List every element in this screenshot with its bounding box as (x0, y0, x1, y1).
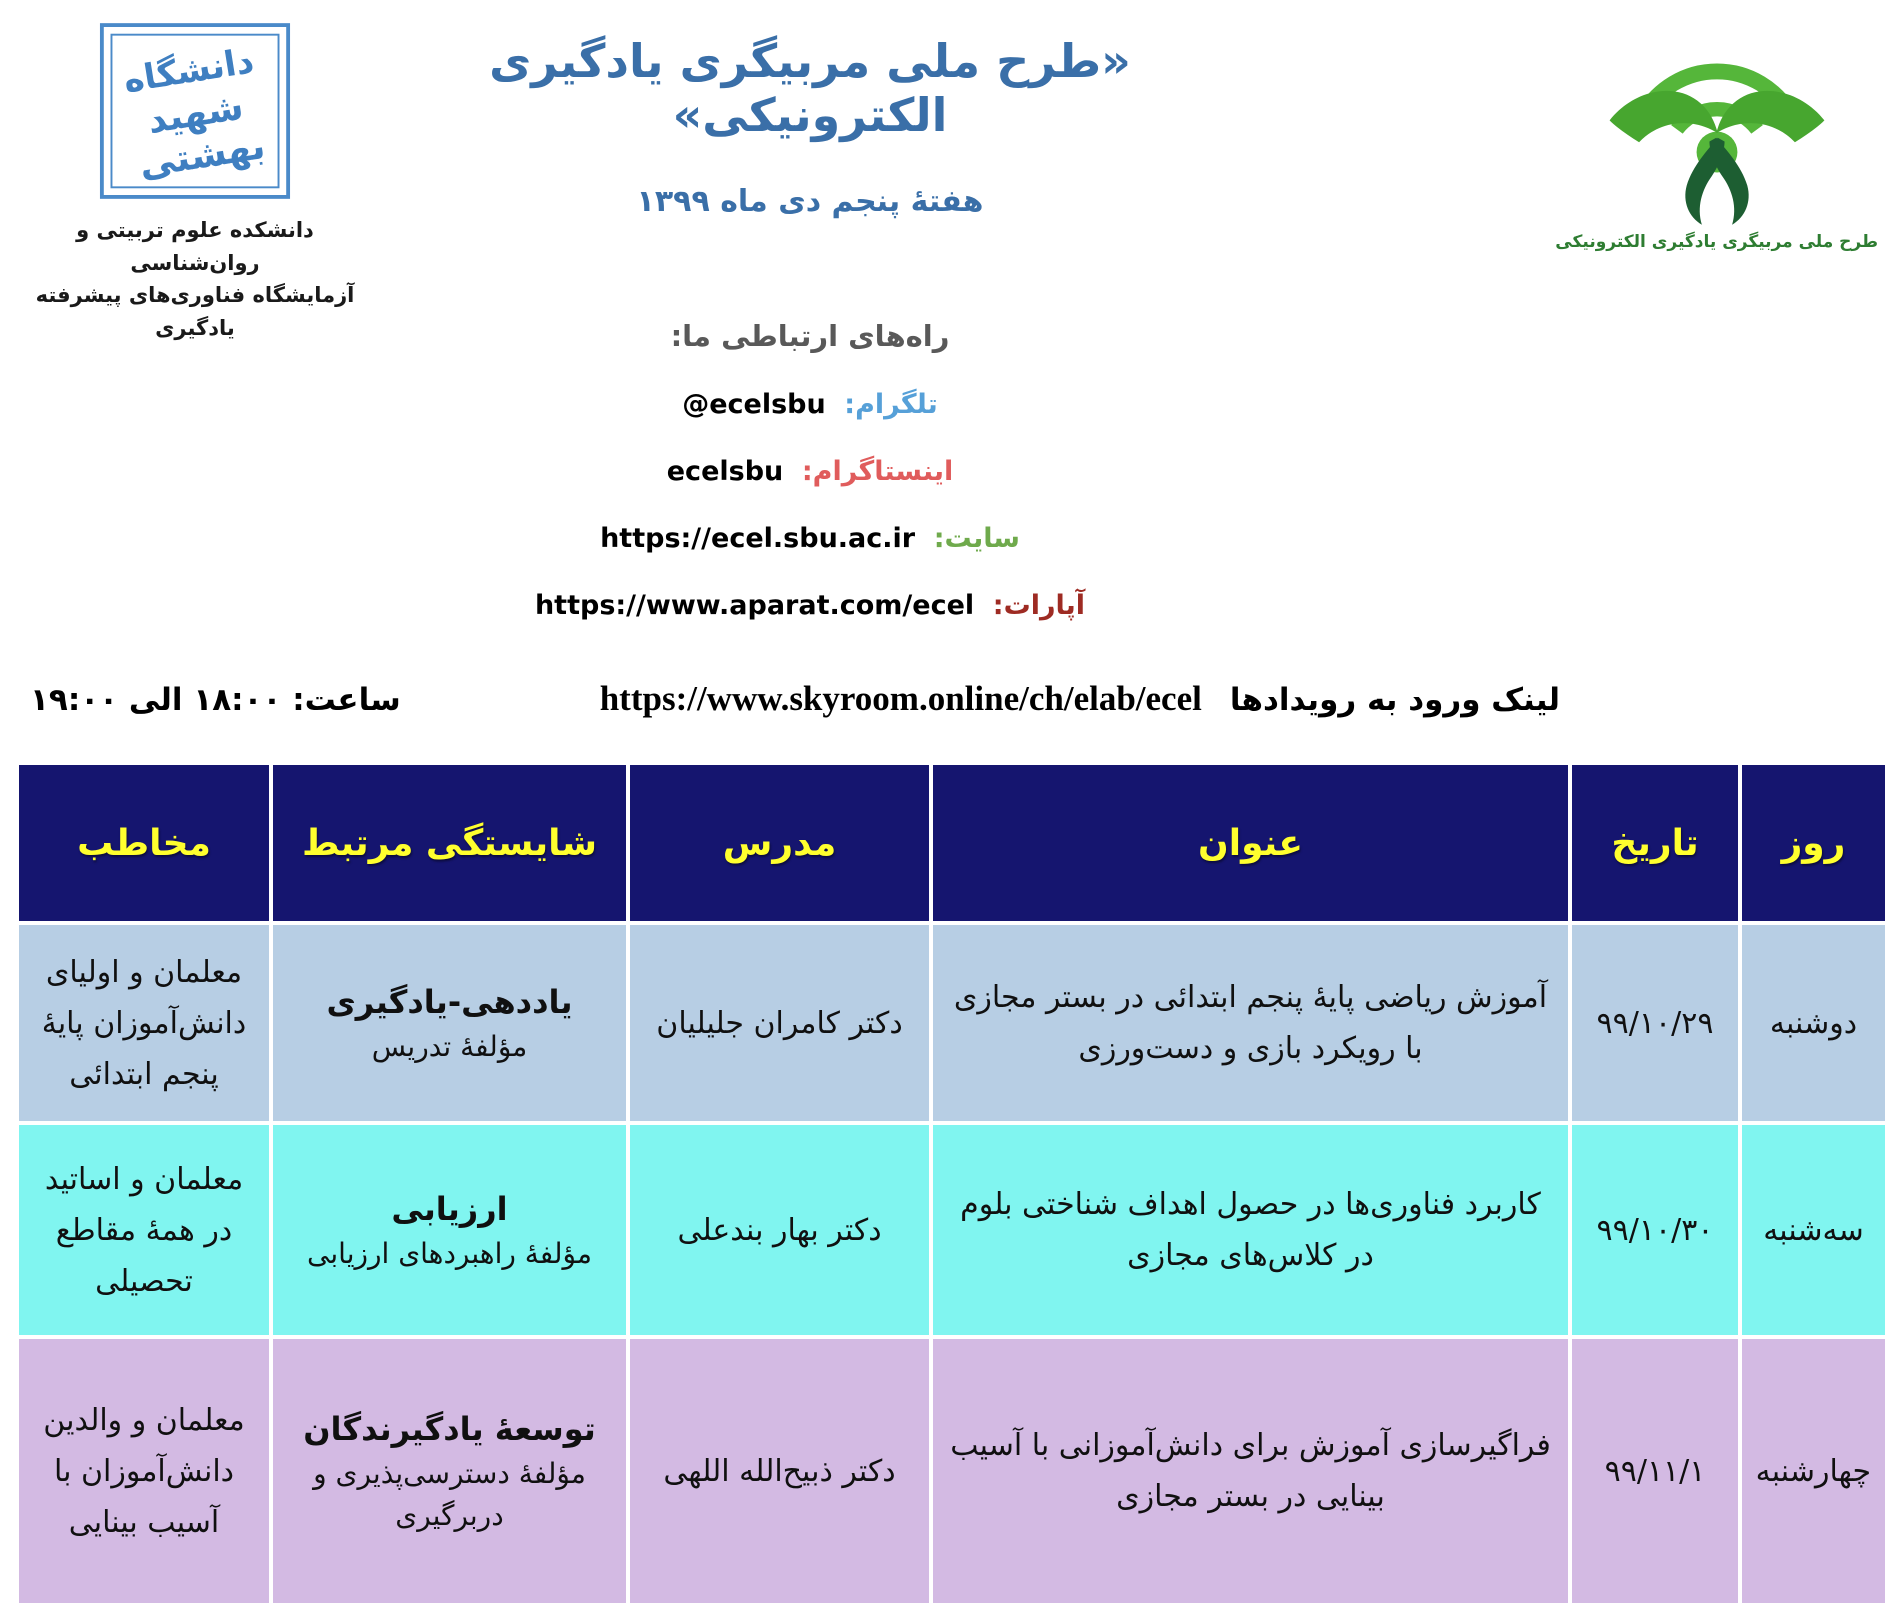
competency-name: توسعهٔ یادگیرندگان (303, 1410, 596, 1448)
telegram-handle: @ecelsbu (682, 389, 826, 420)
center-block: «طرح ملی مربیگری یادگیری الکترونیکی» هفت… (370, 22, 1250, 621)
faculty-name: دانشکده علوم تربیتی و روان‌شناسی (76, 218, 314, 275)
competency-component: مؤلفهٔ دسترسی‌پذیری و دربرگیری (313, 1457, 586, 1532)
contact-line-website: سایت: https://ecel.sbu.ac.ir (370, 523, 1250, 554)
col-header-day: روز (1738, 761, 1889, 925)
telegram-label: تلگرام: (844, 389, 938, 420)
page-title: «طرح ملی مربیگری یادگیری الکترونیکی» (489, 34, 1131, 142)
aparat-label: آپارات: (992, 590, 1086, 621)
event-access-row: لینک ورود به رویدادها https://www.skyroo… (0, 679, 1900, 719)
cell-title: کاربرد فناوری‌ها در حصول اهداف شناختی بل… (929, 1121, 1572, 1339)
header-section: دانشگاه شهید بهشتی دانشکده علوم تربیتی و… (0, 0, 1900, 621)
cell-title: آموزش ریاضی پایهٔ پنجم ابتدائی در بستر م… (929, 921, 1572, 1125)
cell-audience: معلمان و اساتید در همهٔ مقاطع تحصیلی (15, 1121, 273, 1339)
plan-logo (1609, 63, 1825, 225)
competency-name: یاددهی-یادگیری (326, 983, 573, 1021)
event-link-label: لینک ورود به رویدادها (1229, 682, 1560, 718)
schedule-table: روز تاریخ عنوان مدرس شایستگی مرتبط مخاطب… (15, 761, 1889, 1607)
cell-title: فراگیرسازی آموزش برای دانش‌آموزانی با آس… (929, 1335, 1572, 1607)
cell-instructor: دکتر کامران جلیلیان (626, 921, 933, 1125)
cell-day: سه‌شنبه (1738, 1121, 1889, 1339)
contact-line-instagram: اینستاگرام: ecelsbu (370, 456, 1250, 487)
instagram-label: اینستاگرام: (801, 456, 954, 487)
aparat-url: https://www.aparat.com/ecel (534, 590, 975, 621)
table-header-row: روز تاریخ عنوان مدرس شایستگی مرتبط مخاطب (15, 761, 1889, 925)
left-arm-shape (1609, 90, 1718, 143)
table-row-wednesday: چهارشنبه ۹۹/۱۱/۱ فراگیرسازی آموزش برای د… (15, 1335, 1889, 1607)
cell-date: ۹۹/۱۰/۳۰ (1568, 1121, 1742, 1339)
university-block: دانشگاه شهید بهشتی دانشکده علوم تربیتی و… (20, 22, 370, 344)
instagram-handle: ecelsbu (666, 456, 784, 487)
page-subtitle: هفتهٔ پنجم دی ماه ۱۳۹۹ (636, 184, 984, 219)
cell-date: ۹۹/۱۰/۲۹ (1568, 921, 1742, 1125)
contact-line-telegram: تلگرام: @ecelsbu (370, 389, 1250, 420)
contact-line-aparat: آپارات: https://www.aparat.com/ecel (370, 590, 1250, 621)
schedule-section: روز تاریخ عنوان مدرس شایستگی مرتبط مخاطب… (15, 761, 1889, 1607)
website-label: سایت: (933, 523, 1020, 554)
col-header-audience: مخاطب (15, 761, 273, 925)
right-hand-shape (1709, 137, 1749, 225)
event-link-url: https://www.skyroom.online/ch/elab/ecel (599, 679, 1202, 718)
website-url: https://ecel.sbu.ac.ir (600, 523, 916, 554)
event-link-group: لینک ورود به رویدادها https://www.skyroo… (600, 679, 1560, 719)
cell-audience: معلمان و والدین دانش‌آموزان با آسیب بینا… (15, 1335, 273, 1607)
plan-logo-block: طرح ملی مربیگری یادگیری الکترونیکی (1250, 22, 1888, 252)
table-row-tuesday: سه‌شنبه ۹۹/۱۰/۳۰ کاربرد فناوری‌ها در حصو… (15, 1121, 1889, 1339)
cell-day: چهارشنبه (1738, 1335, 1889, 1607)
col-header-title: عنوان (929, 761, 1572, 925)
col-header-date: تاریخ (1568, 761, 1742, 925)
university-logo: دانشگاه شهید بهشتی (99, 23, 291, 199)
col-header-competency: شایستگی مرتبط (269, 761, 630, 925)
cell-audience: معلمان و اولیای دانش‌آموزان پایهٔ پنجم ا… (15, 921, 273, 1125)
cell-instructor: دکتر ذبیح‌الله اللهی (626, 1335, 933, 1607)
cell-competency: ارزیابی مؤلفهٔ راهبردهای ارزیابی (269, 1121, 630, 1339)
right-arm-shape (1715, 90, 1825, 143)
cell-day: دوشنبه (1738, 921, 1889, 1125)
competency-name: ارزیابی (391, 1190, 508, 1228)
contact-section: راه‌های ارتباطی ما: تلگرام: @ecelsbu این… (370, 319, 1250, 621)
cell-date: ۹۹/۱۱/۱ (1568, 1335, 1742, 1607)
university-captions: دانشکده علوم تربیتی و روان‌شناسی آزمایشگ… (20, 214, 370, 344)
plan-logo-caption: طرح ملی مربیگری یادگیری الکترونیکی (1555, 232, 1878, 252)
cell-competency: توسعهٔ یادگیرندگان مؤلفهٔ دسترسی‌پذیری و… (269, 1335, 630, 1607)
lab-name: آزمایشگاه فناوری‌های پیشرفته یادگیری (35, 283, 355, 340)
competency-component: مؤلفهٔ راهبردهای ارزیابی (307, 1237, 592, 1270)
event-time: ساعت: ۱۸:۰۰ الی ۱۹:۰۰ (30, 682, 401, 718)
cell-competency: یاددهی-یادگیری مؤلفهٔ تدریس (269, 921, 630, 1125)
contact-heading: راه‌های ارتباطی ما: (670, 319, 950, 353)
cell-instructor: دکتر بهار بندعلی (626, 1121, 933, 1339)
col-header-instructor: مدرس (626, 761, 933, 925)
table-row-monday: دوشنبه ۹۹/۱۰/۲۹ آموزش ریاضی پایهٔ پنجم ا… (15, 921, 1889, 1125)
competency-component: مؤلفهٔ تدریس (371, 1030, 528, 1063)
